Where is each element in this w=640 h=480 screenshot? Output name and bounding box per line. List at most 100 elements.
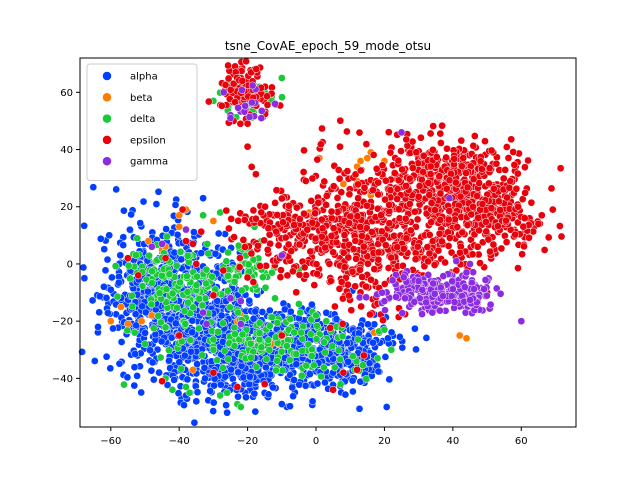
- scatter-point-delta: [199, 211, 207, 220]
- scatter-point-epsilon: [192, 260, 201, 268]
- scatter-point-delta: [237, 286, 246, 295]
- scatter-point-delta: [230, 342, 239, 350]
- scatter-point-epsilon: [343, 167, 352, 175]
- scatter-point-epsilon: [337, 278, 346, 286]
- scatter-point-alpha: [130, 363, 139, 372]
- scatter-point-delta: [145, 251, 153, 260]
- scatter-point-epsilon: [369, 151, 378, 159]
- scatter-point-gamma: [460, 283, 469, 291]
- scatter-point-epsilon: [427, 218, 436, 227]
- scatter-point-epsilon: [443, 144, 451, 153]
- x-axis: −60 −40 −20 0 20 40 60: [100, 427, 528, 447]
- scatter-point-alpha: [131, 350, 139, 358]
- scatter-point-alpha: [365, 359, 374, 368]
- scatter-point-alpha: [183, 375, 192, 384]
- scatter-point-delta: [123, 326, 132, 335]
- scatter-point-epsilon: [356, 266, 364, 274]
- scatter-point-epsilon: [435, 172, 444, 181]
- legend-label-gamma: gamma: [130, 157, 168, 168]
- scatter-point-alpha: [221, 372, 229, 381]
- scatter-point-alpha: [112, 185, 121, 194]
- scatter-point-epsilon: [445, 176, 454, 185]
- scatter-point-gamma: [248, 81, 257, 90]
- scatter-point-epsilon: [501, 166, 510, 174]
- scatter-point-delta: [387, 345, 396, 354]
- scatter-point-beta: [106, 317, 115, 326]
- scatter-point-delta: [244, 260, 253, 269]
- scatter-point-epsilon: [424, 257, 432, 266]
- scatter-point-delta: [149, 324, 158, 333]
- scatter-point-epsilon: [387, 253, 395, 262]
- scatter-point-epsilon: [317, 140, 325, 149]
- scatter-point-alpha: [117, 338, 126, 346]
- scatter-point-alpha: [277, 400, 286, 408]
- scatter-point-delta: [155, 289, 164, 298]
- scatter-point-alpha: [137, 388, 146, 397]
- scatter-point-alpha: [155, 368, 163, 377]
- scatter-point-gamma: [182, 225, 190, 234]
- scatter-point-epsilon: [310, 281, 319, 289]
- scatter-point-delta: [189, 303, 197, 312]
- scatter-point-epsilon: [300, 209, 308, 218]
- scatter-point-epsilon: [442, 184, 451, 193]
- scatter-point-delta: [183, 288, 192, 296]
- scatter-point-beta: [356, 157, 365, 165]
- scatter-point-alpha: [265, 306, 274, 315]
- scatter-point-epsilon: [349, 245, 358, 253]
- scatter-point-epsilon: [478, 200, 487, 208]
- scatter-point-delta: [230, 277, 239, 286]
- scatter-point-alpha: [88, 296, 97, 305]
- scatter-point-epsilon: [230, 233, 238, 241]
- scatter-point-epsilon: [415, 182, 424, 190]
- scatter-point-delta: [295, 300, 303, 308]
- scatter-point-alpha: [217, 311, 226, 320]
- scatter-point-epsilon: [519, 222, 528, 231]
- scatter-point-epsilon: [477, 165, 486, 173]
- scatter-point-delta: [202, 265, 211, 274]
- scatter-point-epsilon: [290, 221, 298, 229]
- scatter-point-alpha: [216, 380, 225, 389]
- scatter-point-gamma: [257, 107, 266, 115]
- scatter-point-epsilon: [502, 216, 510, 225]
- scatter-point-delta: [138, 282, 147, 290]
- scatter-point-epsilon: [322, 192, 331, 200]
- scatter-point-delta: [172, 261, 181, 270]
- scatter-point-epsilon: [406, 226, 415, 235]
- scatter-point-epsilon: [197, 227, 206, 236]
- scatter-point-alpha: [104, 309, 112, 317]
- scatter-point-alpha: [119, 241, 128, 249]
- scatter-point-epsilon: [308, 174, 317, 183]
- scatter-point-alpha: [251, 407, 260, 416]
- scatter-point-beta: [175, 222, 184, 231]
- scatter-point-delta: [186, 336, 195, 344]
- scatter-point-epsilon: [189, 240, 197, 248]
- scatter-point-alpha: [242, 393, 250, 402]
- scatter-point-alpha: [127, 210, 135, 219]
- scatter-point-epsilon: [158, 377, 166, 386]
- scatter-point-gamma: [399, 273, 408, 282]
- scatter-point-epsilon: [425, 191, 434, 199]
- scatter-point-beta: [455, 331, 464, 340]
- scatter-point-delta: [161, 323, 170, 332]
- scatter-point-alpha: [187, 347, 195, 356]
- scatter-point-alpha: [106, 364, 115, 373]
- scatter-point-alpha: [245, 372, 254, 381]
- scatter-point-delta: [255, 335, 264, 344]
- scatter-point-delta: [168, 289, 177, 298]
- scatter-point-delta: [226, 303, 234, 312]
- scatter-point-delta: [277, 347, 286, 356]
- scatter-point-epsilon: [178, 205, 187, 214]
- x-tick-label: 60: [515, 436, 528, 447]
- scatter-point-gamma: [241, 102, 250, 110]
- scatter-point-epsilon: [340, 231, 349, 239]
- scatter-point-delta: [321, 348, 330, 357]
- scatter-point-alpha: [395, 333, 404, 341]
- scatter-point-epsilon: [243, 142, 252, 151]
- scatter-point-beta: [363, 154, 372, 162]
- scatter-point-epsilon: [303, 225, 312, 234]
- scatter-point-epsilon: [482, 227, 491, 236]
- scatter-point-gamma: [439, 272, 448, 280]
- scatter-point-delta: [130, 328, 139, 337]
- scatter-point-delta: [286, 315, 295, 323]
- scatter-point-epsilon: [442, 153, 450, 162]
